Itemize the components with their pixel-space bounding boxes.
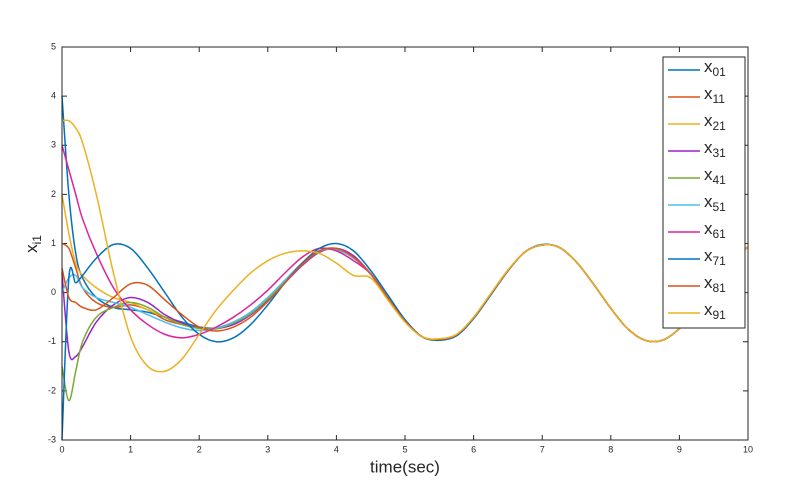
legend-label: x91 xyxy=(704,300,726,322)
legend-label: x01 xyxy=(704,57,726,79)
legend-label: x81 xyxy=(704,273,726,295)
series-line xyxy=(61,119,749,373)
legend-label: x21 xyxy=(704,111,726,133)
y-axis-label: xi1 xyxy=(22,235,44,253)
x-tick-label: 7 xyxy=(540,444,545,454)
x-tick-label: 6 xyxy=(471,444,476,454)
lines xyxy=(61,96,749,441)
x-tick-label: 8 xyxy=(608,444,613,454)
legend-label: x51 xyxy=(704,192,726,214)
y-tick-label: 1 xyxy=(51,238,56,248)
legend-label: x71 xyxy=(704,246,726,268)
x-tick-label: 4 xyxy=(334,444,339,454)
y-tick-label: 2 xyxy=(51,189,56,199)
legend: x01 x11 x21 x31 x41 x51 x61 x71 x81 x91 xyxy=(662,56,746,329)
x-tick-label: 1 xyxy=(128,444,133,454)
x-tick-label: 5 xyxy=(402,444,407,454)
legend-box xyxy=(662,56,746,329)
x-tick-label: 9 xyxy=(677,444,682,454)
y-tick-label: 4 xyxy=(51,91,56,101)
x-tick-label: 3 xyxy=(265,444,270,454)
axes-box xyxy=(61,46,749,441)
legend-label: x31 xyxy=(704,138,726,160)
y-tick-label: 5 xyxy=(51,41,56,51)
y-tick-label: -3 xyxy=(48,434,56,444)
y-tick-label: 3 xyxy=(51,140,56,150)
y-tick-label: -1 xyxy=(48,336,56,346)
x-tick-label: 0 xyxy=(59,444,64,454)
x-axis-label: time(sec) xyxy=(370,457,440,476)
x-tick-label: 10 xyxy=(743,444,753,454)
y-tick-label: -2 xyxy=(48,385,56,395)
legend-label: x41 xyxy=(704,165,726,187)
x-tick-label: 2 xyxy=(197,444,202,454)
plot-area: 0 1 2 3 4 5 6 7 8 9 10-3-2-1012345x01x11x21x31x41x… xyxy=(48,41,753,454)
legend-label: x61 xyxy=(704,219,726,241)
y-tick-label: 0 xyxy=(51,287,56,297)
legend-label: x11 xyxy=(704,84,725,106)
